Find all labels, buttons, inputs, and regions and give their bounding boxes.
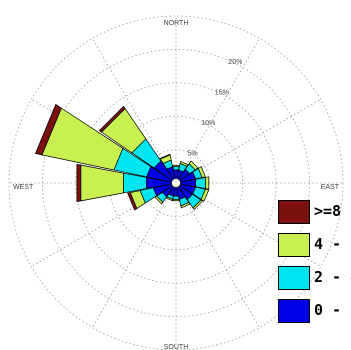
legend-item-2-4: 2 - 4 [278, 266, 351, 292]
petal-segment-nw [98, 105, 126, 133]
compass-east: EAST [321, 184, 340, 191]
wind-petals [34, 103, 210, 211]
petal-segment-nne [179, 160, 189, 167]
grid-ring [8, 15, 344, 350]
radial-tick-label: 5% [188, 151, 198, 158]
petal-segment-sw [154, 195, 164, 205]
compass-south: SOUTH [164, 344, 189, 350]
compass-west: WEST [13, 184, 34, 191]
center-hub [171, 178, 181, 188]
grid-ring [108, 115, 244, 251]
legend-label: 2 - 4 [314, 268, 351, 286]
legend-swatch [278, 266, 310, 290]
legend-swatch [278, 233, 310, 257]
petal-segment-ssw [165, 196, 173, 202]
legend-label: >=8 [314, 202, 342, 220]
chart-labels: 5% 10% 15% 20% NORTH SOUTH WEST EAST [13, 20, 340, 350]
compass-north: NORTH [164, 20, 189, 27]
grid-ring [41, 48, 311, 318]
petal-segment-ne [188, 160, 199, 171]
petal-segment-se [192, 199, 204, 211]
petal-segment-sse [180, 202, 191, 209]
petal-segment-w [76, 163, 82, 203]
grid-spoke [175, 38, 260, 184]
radial-tick-label: 10% [201, 120, 215, 127]
legend-label: 0 - 2 [314, 301, 351, 319]
legend-item-4-8: 4 - 8 [278, 233, 351, 259]
petal-segment-n [172, 166, 180, 171]
petal-segment-ene [197, 166, 206, 178]
legend-item-0-2: 0 - 2 [278, 299, 351, 325]
legend-item-ge8: >=8 [278, 200, 351, 226]
petal-segment-ese [200, 188, 210, 202]
legend-label: 4 - 8 [314, 235, 351, 253]
petal-segment-s [172, 199, 180, 202]
petal-segment-e [195, 177, 206, 189]
petal-segment-wsw [127, 192, 138, 211]
legend-swatch [278, 200, 310, 224]
petal-segment-s [172, 195, 180, 200]
petal-segment-n [172, 164, 180, 167]
radial-tick-label: 20% [228, 59, 242, 66]
polar-grid [8, 15, 344, 350]
legend-swatch [278, 299, 310, 323]
petal-segment-wnw [34, 103, 62, 156]
radial-tick-label: 15% [215, 90, 229, 97]
petal-segment-nnw [159, 153, 171, 160]
petal-segment-e [205, 176, 210, 190]
